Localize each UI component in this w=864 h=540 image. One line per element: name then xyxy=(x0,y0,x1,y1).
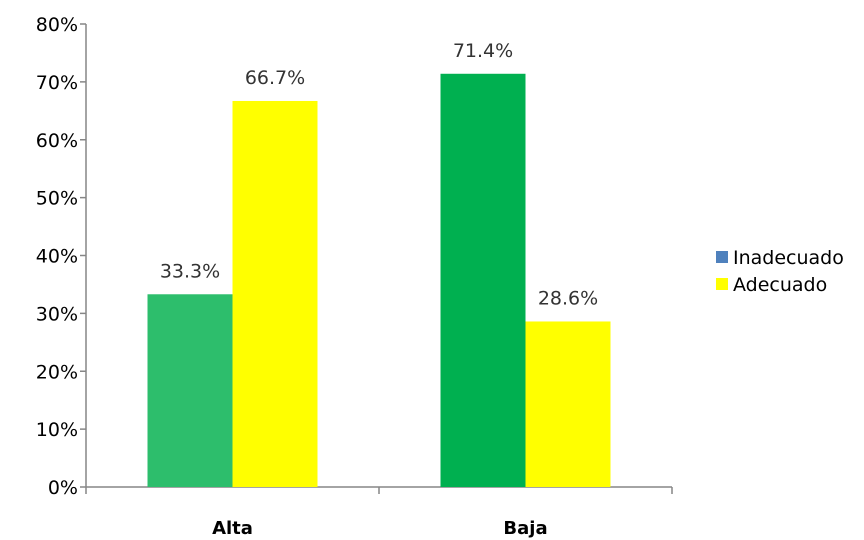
data-label: 66.7% xyxy=(245,67,305,89)
bar xyxy=(232,100,318,487)
legend-label: Adecuado xyxy=(733,274,827,296)
x-axis: Alta Baja xyxy=(85,486,673,539)
y-tick-label: 40% xyxy=(36,246,78,268)
data-label: 28.6% xyxy=(538,287,598,309)
data-labels: 33.3% 66.7% 71.4% 28.6% xyxy=(160,40,598,310)
y-axis: 0% 10% 20% 30% 40% 50% 60% 70% 80% xyxy=(36,14,87,499)
y-tick-label: 30% xyxy=(36,303,78,325)
y-tick-label: 0% xyxy=(48,477,78,499)
legend-swatch xyxy=(716,251,728,263)
data-label: 33.3% xyxy=(160,260,220,282)
y-tick-label: 50% xyxy=(36,188,78,210)
legend-label: Inadecuado xyxy=(733,247,844,269)
bar xyxy=(147,294,233,487)
y-tick-label: 10% xyxy=(36,419,78,441)
x-category-label: Alta xyxy=(212,518,253,539)
y-tick-label: 60% xyxy=(36,130,78,152)
bar xyxy=(440,73,526,488)
y-tick-label: 80% xyxy=(36,14,78,36)
data-label: 71.4% xyxy=(453,40,513,62)
bar xyxy=(525,321,611,487)
bars xyxy=(147,73,611,488)
legend-swatch xyxy=(716,278,728,290)
y-tick-label: 70% xyxy=(36,72,78,94)
x-category-label: Baja xyxy=(503,518,547,539)
legend: Inadecuado Adecuado xyxy=(716,247,844,296)
y-tick-label: 20% xyxy=(36,361,78,383)
